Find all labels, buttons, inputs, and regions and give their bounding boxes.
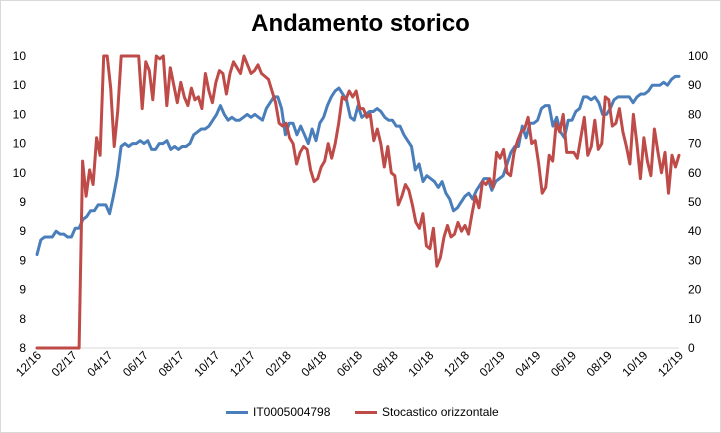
x-tick-group: 08/19	[584, 348, 615, 379]
x-tick-label: 02/18	[263, 348, 294, 379]
y-left-tick-label: 10	[13, 107, 27, 121]
y-left-tick-label: 9	[19, 253, 26, 267]
x-tick-label: 06/18	[334, 348, 365, 379]
y-left-tick-label: 9	[19, 224, 26, 238]
y-left-tick-label: 10	[13, 137, 27, 151]
y-right-tick-label: 10	[688, 312, 702, 326]
y-left-tick-label: 10	[13, 166, 27, 180]
y-left-tick-label: 9	[19, 195, 26, 209]
x-tick-label: 08/17	[156, 348, 187, 379]
x-tick-group: 12/16	[13, 348, 44, 379]
y-left-tick-label: 9	[19, 283, 26, 297]
x-tick-label: 02/19	[477, 348, 508, 379]
y-right-tick-label: 30	[688, 253, 702, 267]
x-tick-label: 12/16	[13, 348, 44, 379]
x-tick-label: 12/18	[441, 348, 472, 379]
x-tick-group: 04/17	[84, 348, 115, 379]
legend-label-series-2: Stocastico orizzontale	[382, 405, 499, 419]
x-tick-group: 08/18	[370, 348, 401, 379]
legend-label-series-1: IT0005004798	[253, 405, 331, 419]
chart-title: Andamento storico	[251, 10, 470, 37]
x-tick-group: 08/17	[156, 348, 187, 379]
x-tick-group: 12/17	[227, 348, 258, 379]
y-left-tick-label: 10	[13, 78, 27, 92]
x-tick-group: 02/17	[49, 348, 80, 379]
y-right-tick-label: 0	[688, 341, 695, 355]
y-left-tick-label: 8	[19, 341, 26, 355]
x-tick-label: 02/17	[49, 348, 80, 379]
legend-swatch-series-1	[226, 410, 248, 414]
x-tick-group: 02/19	[477, 348, 508, 379]
x-tick-label: 08/18	[370, 348, 401, 379]
x-tick-label: 06/17	[120, 348, 151, 379]
y-right-tick-label: 90	[688, 78, 702, 92]
series-layer	[35, 54, 681, 350]
x-tick-group: 02/18	[263, 348, 294, 379]
y-right-tick-label: 80	[688, 107, 702, 121]
legend-item-series-1: IT0005004798	[226, 404, 330, 420]
x-tick-label: 08/19	[584, 348, 615, 379]
x-tick-label: 10/17	[191, 348, 222, 379]
x-tick-group: 06/19	[548, 348, 579, 379]
y-right-tick-label: 70	[688, 137, 702, 151]
x-tick-group: 06/18	[334, 348, 365, 379]
x-tick-label: 04/19	[512, 348, 543, 379]
legend: IT0005004798 Stocastico orizzontale	[0, 404, 721, 420]
y-right-tick-label: 40	[688, 224, 702, 238]
x-tick-group: 10/18	[405, 348, 436, 379]
x-tick-label: 04/18	[298, 348, 329, 379]
x-tick-label: 04/17	[84, 348, 115, 379]
x-tick-group: 12/19	[655, 348, 686, 379]
x-tick-group: 10/19	[619, 348, 650, 379]
x-tick-label: 10/18	[405, 348, 436, 379]
x-tick-group: 06/17	[120, 348, 151, 379]
x-tick-group: 10/17	[191, 348, 222, 379]
y-left-tick-label: 10	[13, 49, 27, 63]
x-tick-group: 04/18	[298, 348, 329, 379]
y-right-tick-label: 60	[688, 166, 702, 180]
x-tick-label: 12/17	[227, 348, 258, 379]
x-tick-label: 06/19	[548, 348, 579, 379]
y-right-tick-label: 20	[688, 283, 702, 297]
legend-item-series-2: Stocastico orizzontale	[355, 404, 499, 420]
x-tick-group: 12/18	[441, 348, 472, 379]
y-right-tick-label: 100	[688, 49, 708, 63]
x-tick-label: 12/19	[655, 348, 686, 379]
series-line-2	[35, 54, 681, 350]
x-tick-label: 10/19	[619, 348, 650, 379]
y-left-tick-label: 8	[19, 312, 26, 326]
x-tick-group: 04/19	[512, 348, 543, 379]
legend-swatch-series-2	[355, 410, 377, 414]
y-right-tick-label: 50	[688, 195, 702, 209]
